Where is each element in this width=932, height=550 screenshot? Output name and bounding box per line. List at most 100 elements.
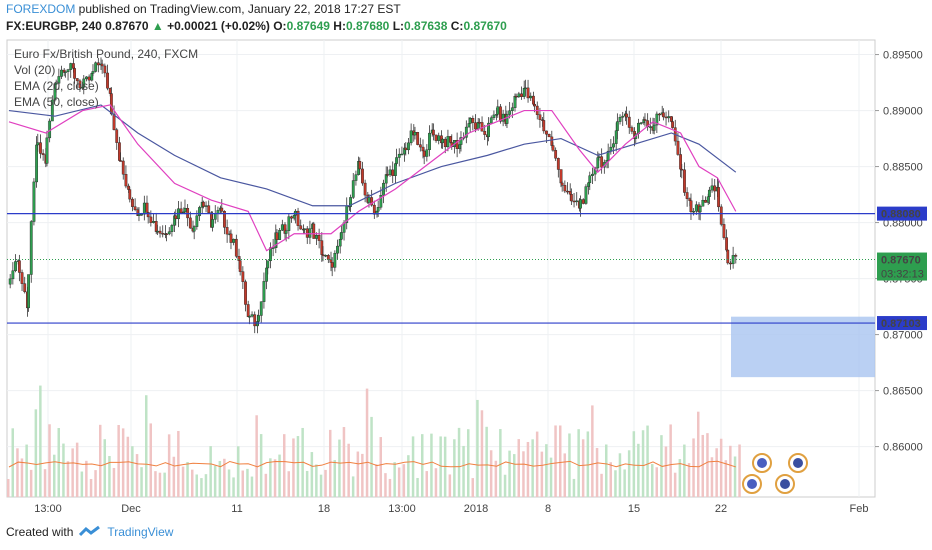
volume-bar [29, 469, 33, 497]
volume-bar [94, 470, 97, 497]
candle [510, 107, 514, 111]
candle [321, 254, 325, 256]
candle [455, 140, 459, 149]
candle [464, 126, 468, 138]
candle [584, 186, 588, 204]
high-label: H: [333, 19, 346, 33]
volume-bar [200, 478, 203, 497]
tradingview-link[interactable]: TradingView [107, 525, 174, 539]
candle [520, 93, 523, 97]
volume-bar [80, 471, 84, 497]
volume-bar [204, 474, 208, 497]
candle [158, 230, 162, 234]
volume-bar [356, 451, 360, 497]
candle [82, 78, 86, 88]
volume-bar [710, 457, 714, 497]
ema20-line [8, 104, 737, 252]
candle [698, 206, 702, 213]
candle [489, 117, 493, 124]
candle [312, 223, 316, 239]
candle [290, 216, 293, 219]
candle [66, 69, 70, 72]
candle [554, 150, 558, 159]
ema50-line [8, 104, 737, 207]
volume-bar [586, 431, 590, 497]
candle [627, 116, 631, 128]
volume-bar [172, 456, 176, 497]
candle [213, 213, 217, 220]
volume-bar [154, 471, 157, 497]
volume-bar [623, 469, 626, 497]
candle [349, 197, 352, 207]
volume-bar [145, 395, 148, 497]
volume-bar [255, 415, 258, 497]
volume-bar [20, 458, 24, 497]
volume-bar [329, 429, 332, 497]
candle [36, 142, 40, 146]
candle [155, 230, 159, 233]
candle [428, 132, 431, 150]
volume-bar [319, 474, 323, 497]
candle [257, 315, 260, 322]
candle [551, 145, 555, 151]
candle [434, 134, 438, 141]
candle [701, 199, 705, 207]
candle [658, 113, 661, 116]
candle [385, 174, 389, 176]
publish-header: FOREXDOM published on TradingView.com, J… [6, 2, 401, 16]
volume-bar [39, 385, 42, 497]
candle [425, 149, 429, 157]
candle [188, 217, 192, 229]
change-value: +0.00021 (+0.02%) [167, 19, 270, 33]
candle [459, 137, 463, 145]
volume-bar [397, 467, 401, 497]
volume-bar [563, 453, 566, 497]
candle [667, 116, 671, 119]
candle [671, 121, 674, 128]
candle [330, 262, 334, 268]
volume-bar [43, 469, 47, 497]
volume-bar [614, 470, 617, 497]
candle [717, 187, 720, 208]
candle [204, 205, 208, 207]
volume-bar [191, 469, 194, 497]
volume-bar [480, 410, 484, 497]
volume-bar [246, 468, 249, 497]
candle [719, 206, 723, 225]
candle [109, 93, 113, 115]
x-tick-label: 11 [231, 503, 242, 515]
x-tick-label: 18 [318, 503, 330, 515]
volume-bar [310, 452, 314, 497]
candle [63, 71, 67, 73]
candle [496, 106, 500, 115]
candle [165, 233, 168, 235]
candle [195, 215, 199, 227]
candle [225, 227, 229, 235]
candle [676, 140, 680, 155]
candle [45, 137, 49, 164]
volume-bar [489, 450, 493, 497]
volume-bar [278, 454, 281, 497]
candle [710, 185, 714, 191]
legend-entry: EMA (20, close) [14, 79, 99, 93]
candle [128, 189, 132, 200]
volume-bar [568, 433, 571, 497]
candle [32, 181, 36, 222]
candle [443, 138, 447, 148]
x-tick-label: Feb [850, 503, 869, 515]
candle [133, 206, 137, 210]
candle [27, 274, 30, 309]
volume-bar [186, 461, 189, 497]
volume-bar [476, 399, 479, 497]
candle [372, 204, 376, 215]
candle [246, 304, 250, 318]
candle [487, 122, 490, 138]
volume-bar [140, 467, 143, 497]
low-label: L: [392, 19, 405, 33]
volume-bar [131, 446, 134, 497]
brand-name[interactable]: FOREXDOM [6, 2, 76, 16]
volume-bar [692, 438, 695, 497]
volume-bar [283, 434, 286, 497]
volume-bar [126, 436, 130, 497]
